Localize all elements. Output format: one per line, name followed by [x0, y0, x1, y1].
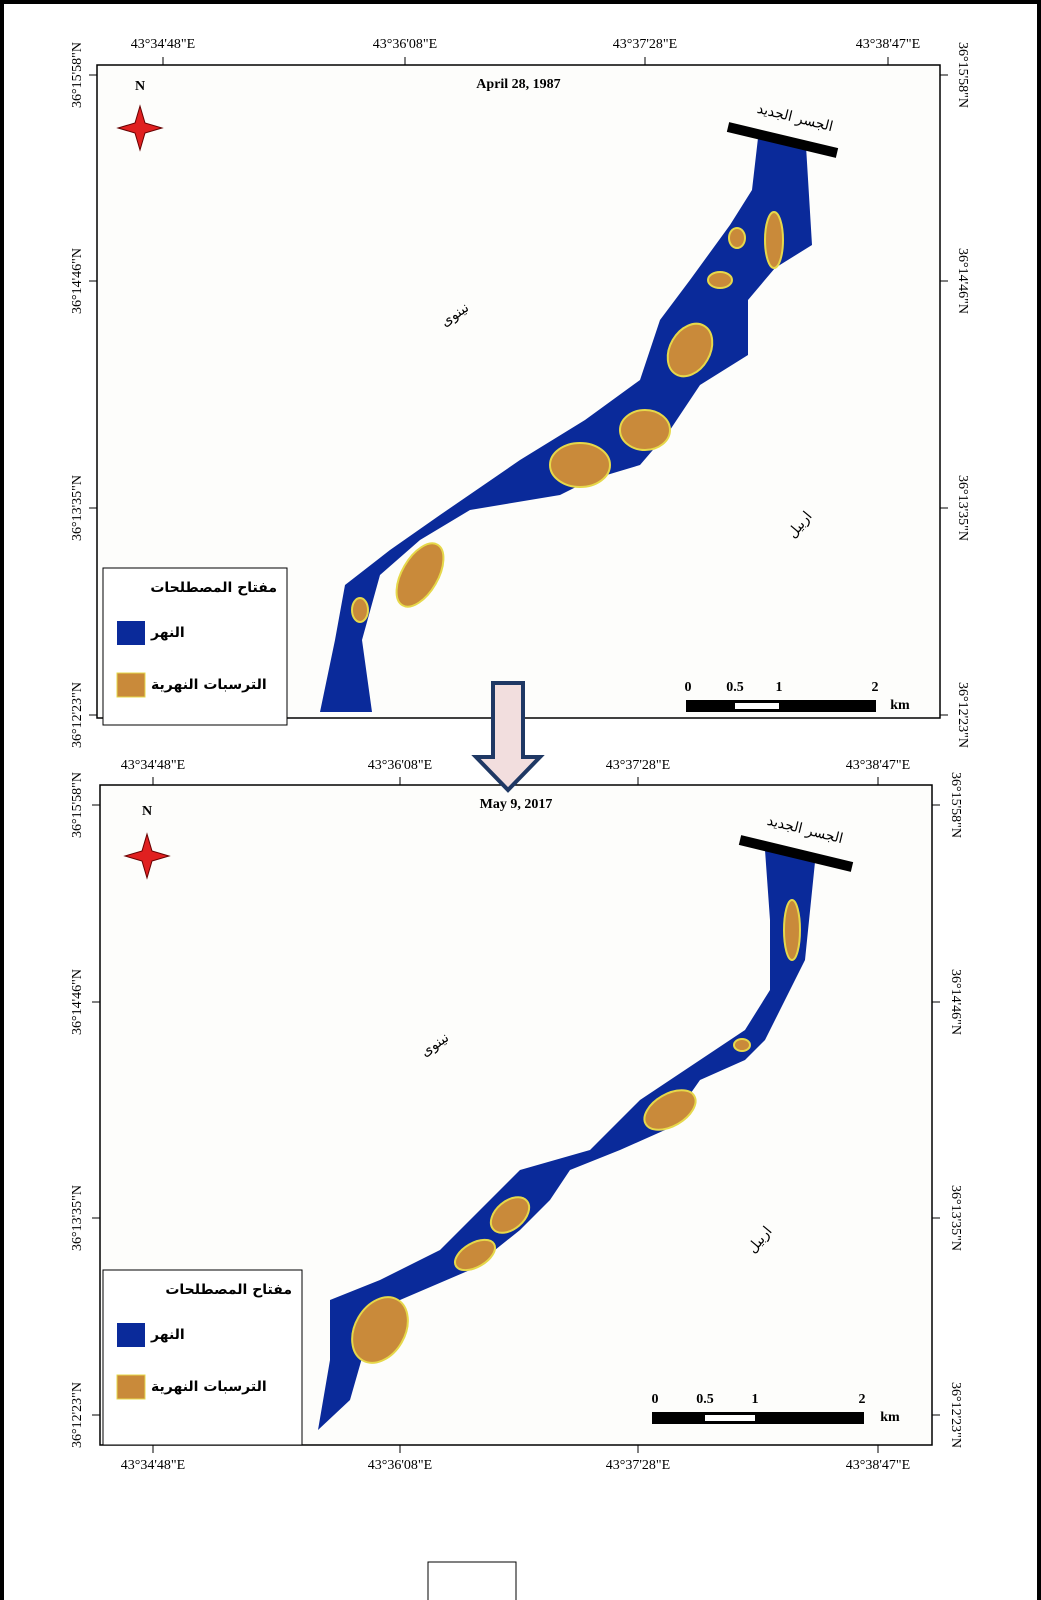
legend-item: النهر — [150, 625, 185, 641]
lat-label: 36°14'46"N — [955, 248, 970, 314]
scale-label: 2 — [872, 680, 879, 695]
scale-bar — [686, 700, 876, 712]
lon-label: 43°37'28"E — [613, 37, 677, 52]
north-label: N — [142, 804, 152, 819]
legend-swatch — [117, 621, 145, 645]
sediments — [351, 211, 784, 623]
lat-label: 36°12'23"N — [70, 1382, 85, 1448]
legend-swatch — [117, 1323, 145, 1347]
legend-title: مفتاح المصطلحات — [165, 1282, 292, 1298]
lon-label: 43°38'47"E — [846, 1458, 910, 1473]
scale-bar — [652, 1412, 864, 1424]
scale-label: 0.5 — [696, 1392, 714, 1407]
legend-swatch — [116, 1374, 146, 1400]
lat-label: 36°13'35"N — [70, 475, 85, 541]
lat-label: 36°12'23"N — [948, 1382, 963, 1448]
scale-bar-gap — [735, 703, 779, 709]
legend-item: النهر — [150, 1327, 185, 1343]
north-star — [116, 104, 164, 152]
legend-item: الترسبات النهرية — [151, 1379, 267, 1395]
scale-label: 0 — [685, 680, 692, 695]
north-label: N — [135, 79, 145, 94]
lon-label: 43°36'08"E — [368, 758, 432, 773]
legend-box — [102, 1269, 303, 1446]
lat-label: 36°15'58"N — [70, 772, 85, 838]
north-star — [123, 832, 171, 880]
legend-item: الترسبات النهرية — [151, 677, 267, 693]
lon-label: 43°38'47"E — [846, 758, 910, 773]
scale-label: 2 — [859, 1392, 866, 1407]
map-title: April 28, 1987 — [476, 77, 560, 92]
scale-bar-gap — [705, 1415, 755, 1421]
scale-label: 0.5 — [726, 680, 744, 695]
lat-label: 36°14'46"N — [948, 969, 963, 1035]
sediments — [351, 899, 801, 1364]
lat-label: 36°12'23"N — [955, 682, 970, 748]
lat-label: 36°15'58"N — [70, 42, 85, 108]
legend-box — [102, 567, 288, 726]
lon-label: 43°34'48"E — [121, 758, 185, 773]
bridge — [726, 122, 839, 158]
lat-label: 36°14'46"N — [70, 248, 85, 314]
legend-title: مفتاح المصطلحات — [150, 580, 277, 596]
lon-label: 43°36'08"E — [368, 1458, 432, 1473]
lon-label: 43°34'48"E — [121, 1458, 185, 1473]
lon-label: 43°34'48"E — [131, 37, 195, 52]
lon-label: 43°38'47"E — [856, 37, 920, 52]
lat-label: 36°14'46"N — [70, 969, 85, 1035]
scale-unit: km — [890, 698, 910, 713]
lat-label: 36°13'35"N — [948, 1185, 963, 1251]
lat-label: 36°12'23"N — [70, 682, 85, 748]
lat-label: 36°15'58"N — [955, 42, 970, 108]
legend-swatch — [116, 672, 146, 698]
lon-label: 43°37'28"E — [606, 1458, 670, 1473]
page-box — [427, 1561, 517, 1600]
arrow — [471, 681, 545, 793]
scale-label: 0 — [652, 1392, 659, 1407]
lon-label: 43°37'28"E — [606, 758, 670, 773]
river — [320, 138, 812, 712]
lon-label: 43°36'08"E — [373, 37, 437, 52]
scale-label: 1 — [752, 1392, 759, 1407]
lat-label: 36°15'58"N — [948, 772, 963, 838]
scale-unit: km — [880, 1410, 900, 1425]
scale-label: 1 — [776, 680, 783, 695]
lat-label: 36°13'35"N — [70, 1185, 85, 1251]
lat-label: 36°13'35"N — [955, 475, 970, 541]
map-title: May 9, 2017 — [480, 797, 553, 812]
bridge — [738, 835, 854, 872]
